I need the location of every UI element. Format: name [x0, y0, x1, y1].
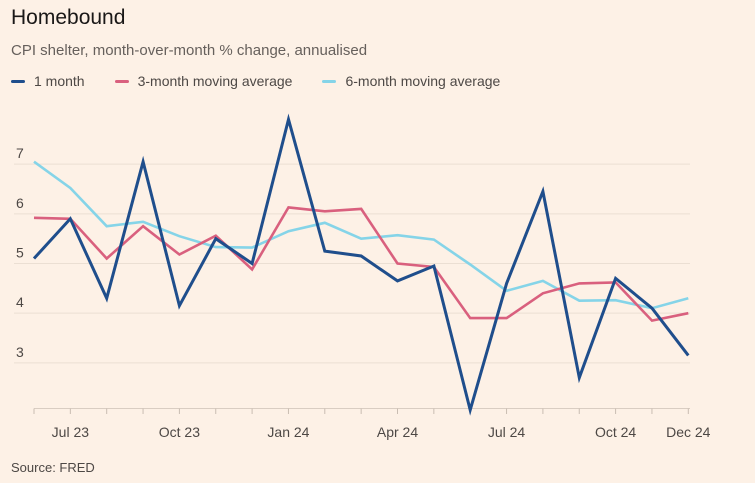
legend-swatch-1-month — [11, 79, 25, 83]
legend-label-3-month: 3-month moving average — [137, 73, 293, 89]
y-tick-label-7: 7 — [16, 145, 24, 161]
x-tick-label: Oct 24 — [595, 424, 636, 440]
x-tick-label: Dec 24 — [666, 424, 711, 440]
legend-item-3-month: 3-month moving average — [114, 73, 293, 89]
y-tick-label-6: 6 — [16, 195, 24, 211]
legend-swatch-3-month — [114, 79, 129, 83]
legend: 1 month 3-month moving average 6-month m… — [11, 73, 530, 89]
x-tick-label: Oct 23 — [159, 424, 200, 440]
series-line-6-month-moving-average — [33, 160, 689, 310]
series-line-1-month — [32, 113, 690, 416]
x-tick-label: Jul 24 — [488, 424, 526, 440]
legend-label-1-month: 1 month — [34, 73, 85, 89]
x-tick-label: Jul 23 — [52, 424, 90, 440]
y-tick-label-4: 4 — [16, 294, 24, 310]
series-line-3-month-moving-average — [33, 206, 689, 323]
x-tick-label: Apr 24 — [377, 424, 418, 440]
y-tick-label-3: 3 — [16, 344, 24, 360]
legend-label-6-month: 6-month moving average — [345, 73, 501, 89]
source-note: Source: FRED — [11, 460, 95, 475]
chart-title: Homebound — [11, 6, 126, 29]
x-tick-label: Jan 24 — [267, 424, 309, 440]
legend-swatch-6-month — [322, 79, 337, 83]
legend-item-6-month: 6-month moving average — [322, 73, 500, 89]
legend-item-1-month: 1 month — [11, 73, 85, 89]
y-tick-label-5: 5 — [16, 244, 24, 260]
chart-subtitle: CPI shelter, month-over-month % change, … — [11, 42, 368, 59]
